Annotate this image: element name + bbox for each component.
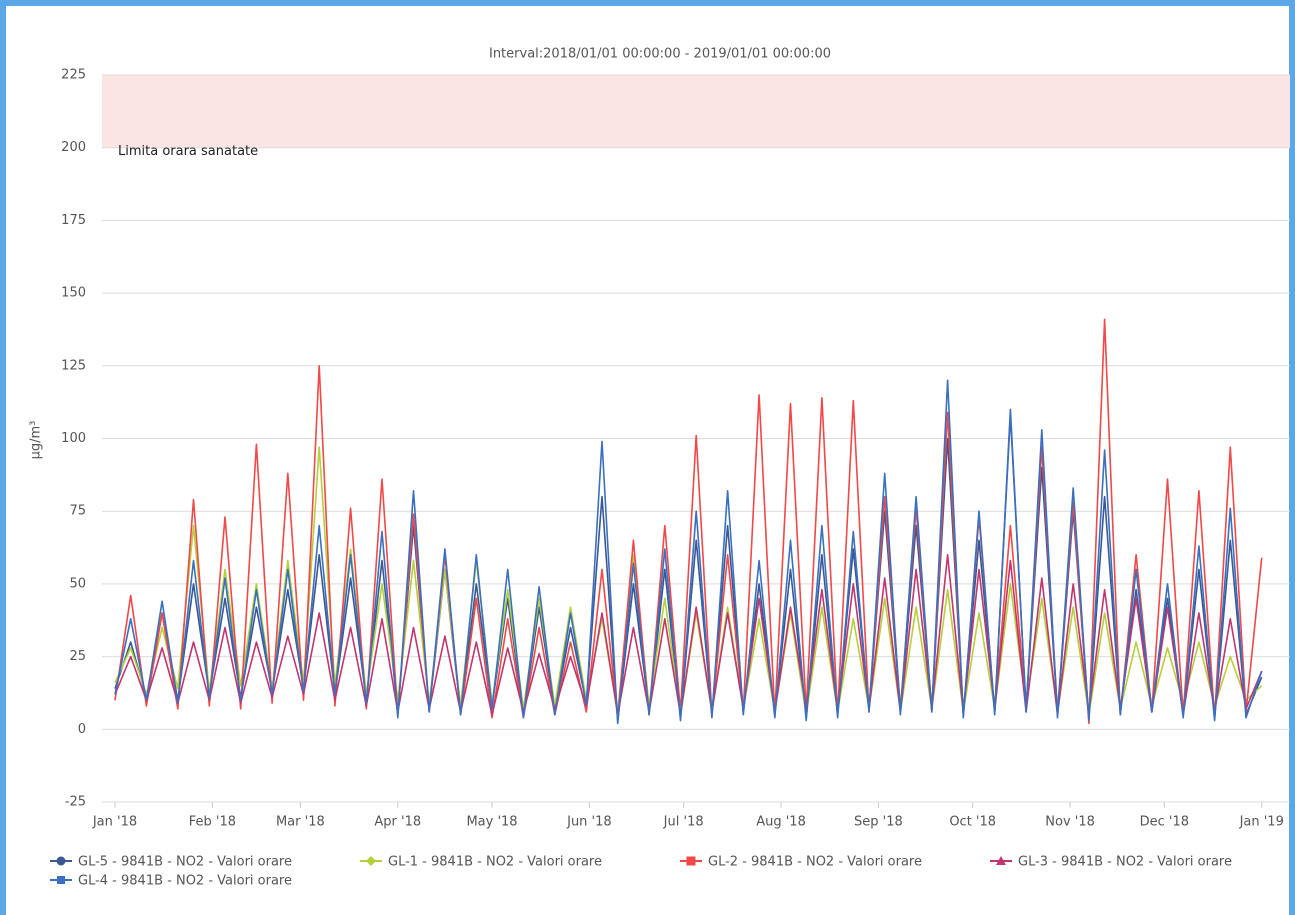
y-tick-label: 125 <box>61 358 86 373</box>
legend-marker <box>366 856 376 866</box>
y-tick-label: 225 <box>61 68 86 83</box>
y-tick-label: 0 <box>78 722 86 737</box>
plot-band-label: Limita orara sanatate <box>118 144 258 159</box>
legend-marker <box>56 856 66 866</box>
y-tick-label: 150 <box>61 286 86 301</box>
x-tick-label: Oct '18 <box>949 815 996 830</box>
legend-label: GL-5 - 9841B - NO2 - Valori orare <box>78 855 292 870</box>
x-tick-label: Feb '18 <box>189 815 236 830</box>
data-line <box>114 379 1263 725</box>
legend-label: GL-3 - 9841B - NO2 - Valori orare <box>1018 855 1232 870</box>
x-tick-label: Dec '18 <box>1140 815 1189 830</box>
x-tick-label: Nov '18 <box>1045 815 1095 830</box>
y-tick-label: 50 <box>69 576 86 591</box>
chart-title: Interval:2018/01/01 00:00:00 - 2019/01/0… <box>489 47 831 62</box>
legend-marker <box>996 856 1006 865</box>
legend-label: GL-1 - 9841B - NO2 - Valori orare <box>388 855 602 870</box>
legend-item: GL-3 - 9841B - NO2 - Valori orare <box>990 855 1232 870</box>
x-tick-label: Apr '18 <box>374 815 421 830</box>
legend-marker <box>686 856 696 866</box>
x-tick-label: Jan '19 <box>1239 815 1284 830</box>
x-tick-label: Mar '18 <box>276 815 325 830</box>
legend-item: GL-1 - 9841B - NO2 - Valori orare <box>360 855 602 870</box>
y-tick-label: 100 <box>61 431 86 446</box>
y-tick-label: 175 <box>61 213 86 228</box>
legend-label: GL-2 - 9841B - NO2 - Valori orare <box>708 855 922 870</box>
y-tick-label: -25 <box>65 795 86 810</box>
legend-label: GL-4 - 9841B - NO2 - Valori orare <box>78 874 292 889</box>
x-tick-label: Aug '18 <box>756 815 806 830</box>
legend-item: GL-5 - 9841B - NO2 - Valori orare <box>50 855 292 870</box>
x-tick-label: Jul '18 <box>663 815 704 830</box>
y-tick-label: 75 <box>69 504 86 519</box>
legend-item: GL-2 - 9841B - NO2 - Valori orare <box>680 855 922 870</box>
x-tick-label: May '18 <box>466 815 517 830</box>
y-axis-label: µg/m³ <box>29 421 44 460</box>
data-line <box>114 554 1263 716</box>
plot-band <box>102 75 1290 148</box>
legend-item: GL-4 - 9841B - NO2 - Valori orare <box>50 874 292 889</box>
x-tick-label: Sep '18 <box>854 815 903 830</box>
legend-marker <box>57 876 65 884</box>
x-tick-label: Jun '18 <box>566 815 612 830</box>
x-tick-label: Jan '18 <box>92 815 137 830</box>
y-tick-label: 25 <box>69 649 86 664</box>
y-tick-label: 200 <box>61 140 86 155</box>
